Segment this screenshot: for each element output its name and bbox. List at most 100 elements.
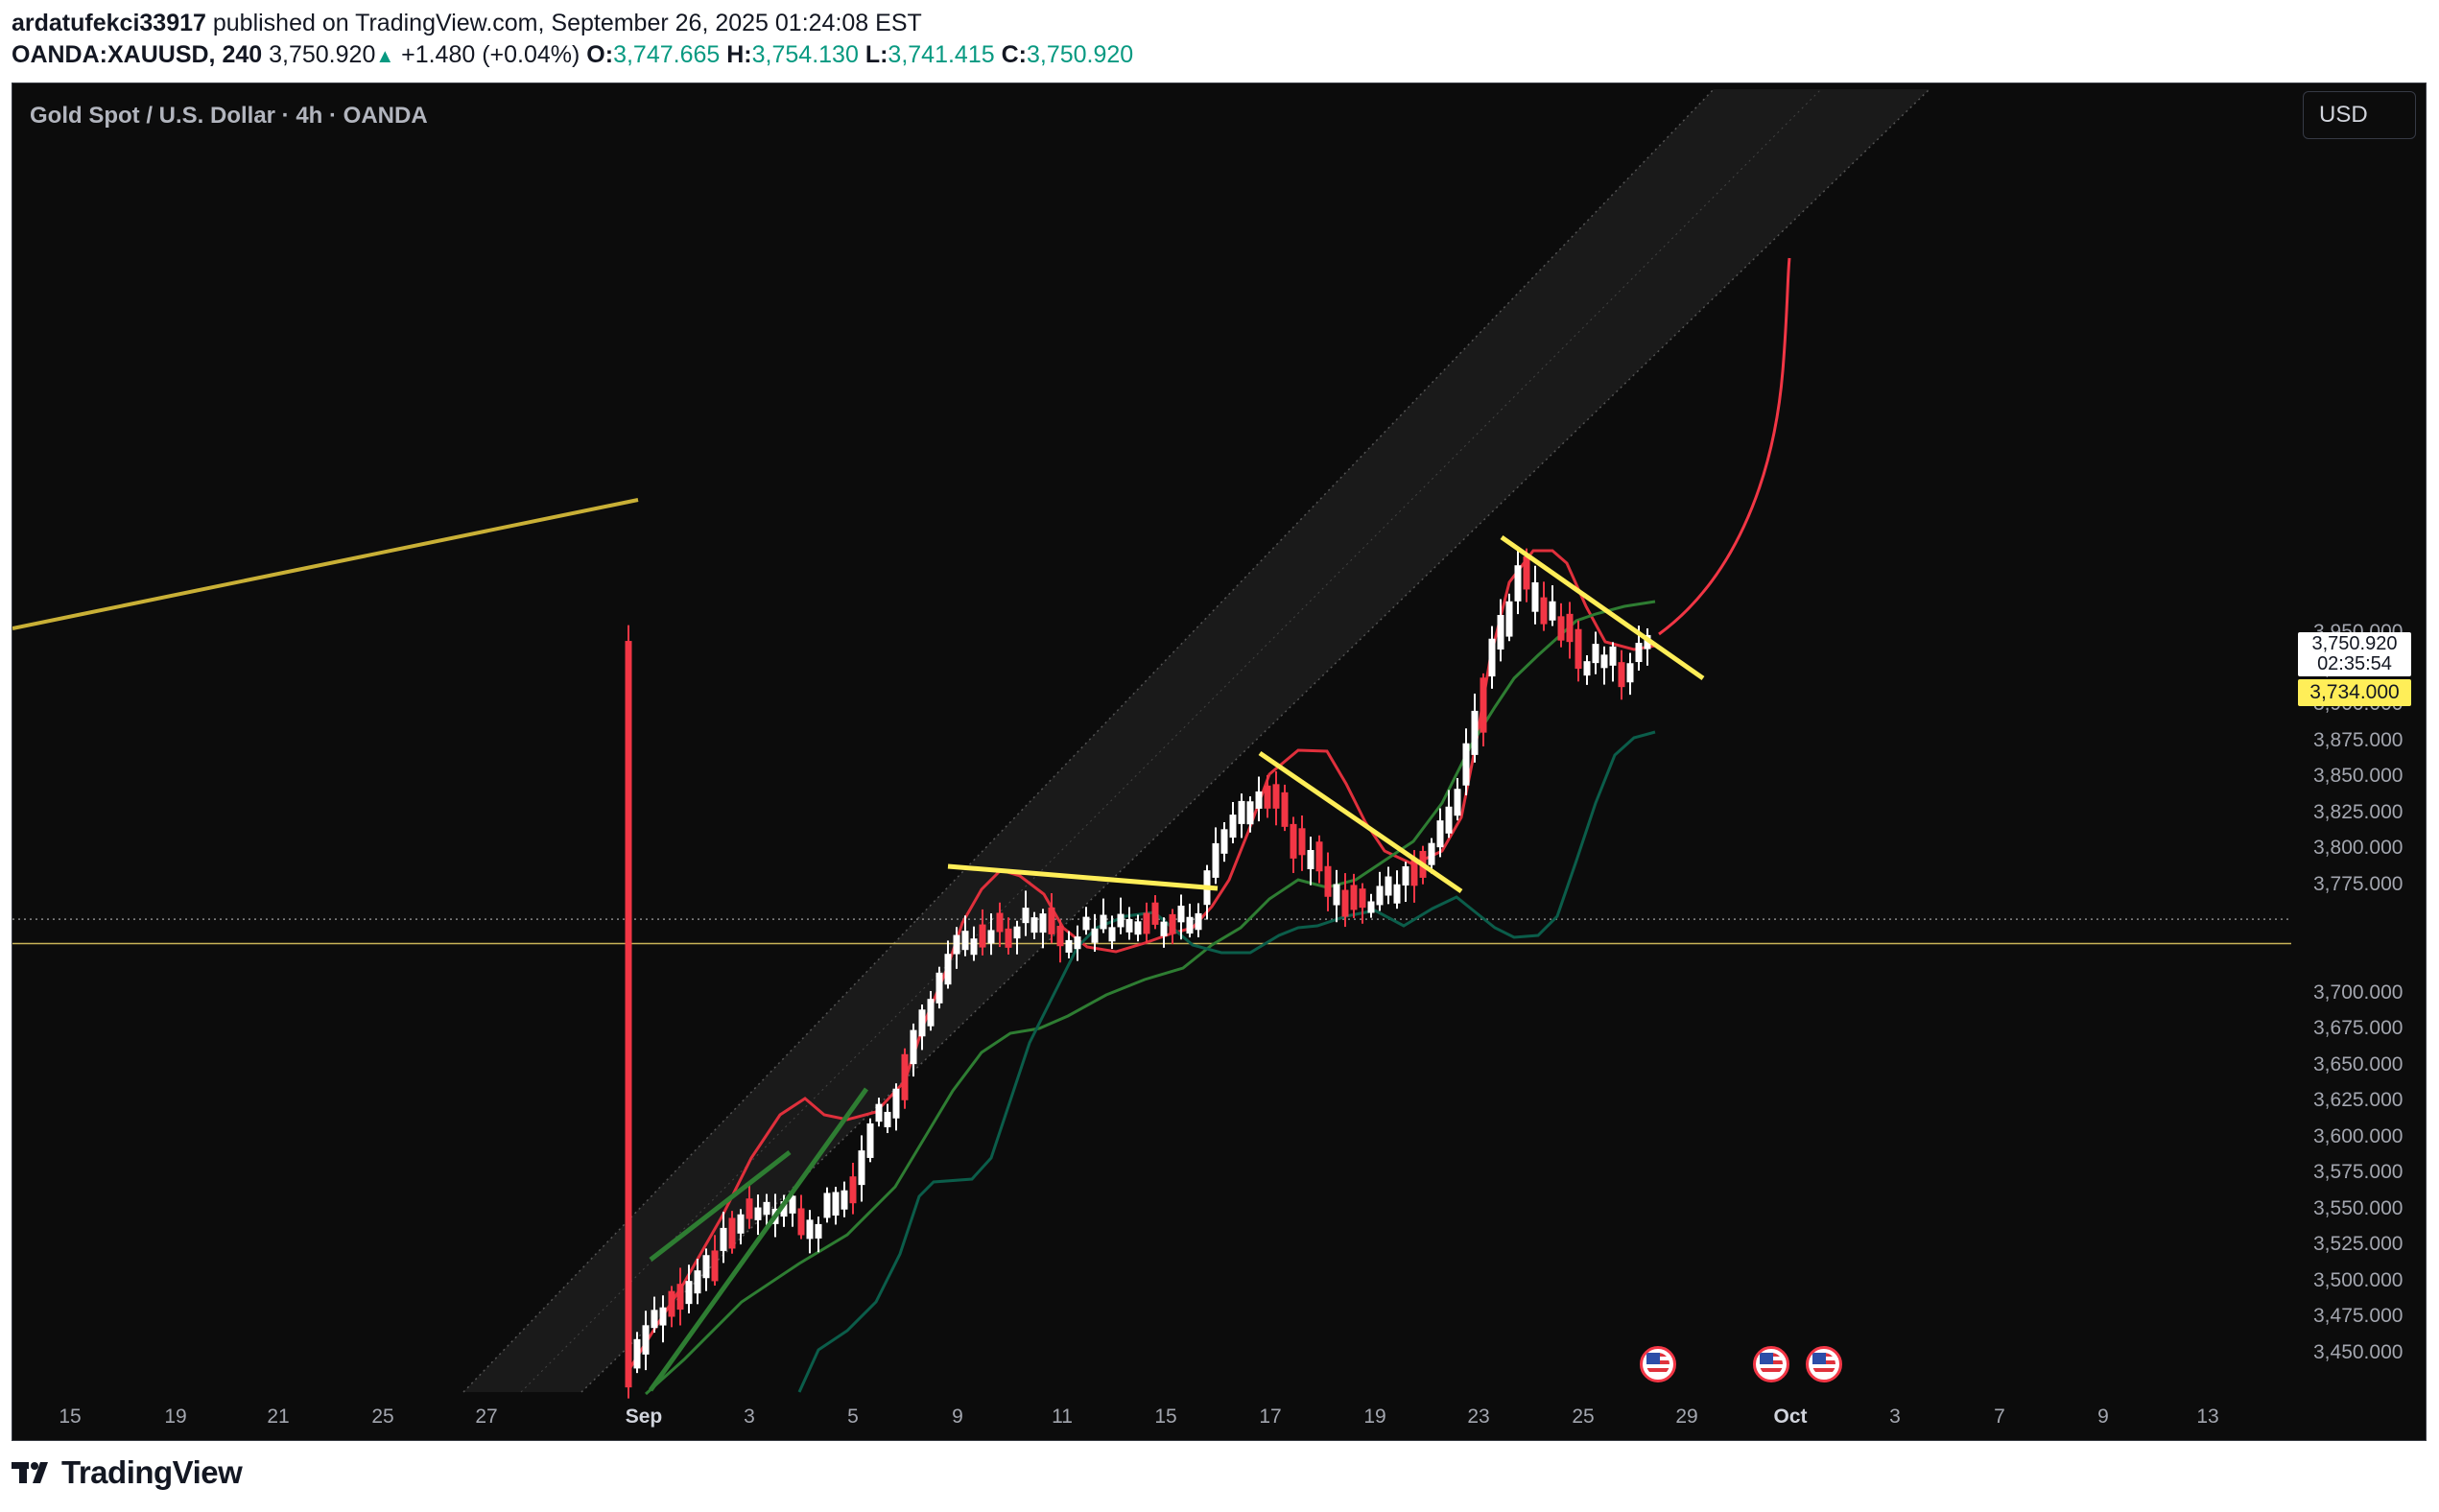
candle-up[interactable] (1134, 921, 1142, 935)
candle-up[interactable] (1488, 638, 1496, 677)
candle-up[interactable] (659, 1307, 667, 1326)
green-trendline-1[interactable] (649, 1150, 792, 1262)
candle-up[interactable] (918, 1009, 926, 1037)
candle-up[interactable] (1471, 710, 1479, 755)
candle-up[interactable] (927, 999, 935, 1027)
candle-up[interactable] (1549, 601, 1556, 621)
candle-down[interactable] (1540, 597, 1548, 625)
candle-down[interactable] (1350, 885, 1358, 910)
candle-up[interactable] (685, 1281, 693, 1305)
us-event-flag-icon[interactable] (1753, 1346, 1789, 1382)
candle-down[interactable] (1341, 889, 1349, 917)
upper-band-line[interactable] (625, 549, 1656, 1375)
candle-up[interactable] (694, 1270, 701, 1294)
candle-up[interactable] (1177, 906, 1185, 923)
candle-down[interactable] (901, 1053, 909, 1100)
candle-up[interactable] (1246, 801, 1254, 825)
candle-up[interactable] (1592, 644, 1599, 664)
candle-down[interactable] (797, 1208, 805, 1236)
flag-line-2[interactable] (1258, 750, 1463, 894)
candle-down[interactable] (1618, 662, 1625, 688)
candle-up[interactable] (1626, 663, 1634, 683)
candle-up[interactable] (763, 1201, 770, 1216)
candle-up[interactable] (1022, 908, 1030, 924)
candle-up[interactable] (1117, 913, 1125, 928)
candle-up[interactable] (987, 930, 995, 944)
candle-up[interactable] (875, 1103, 883, 1122)
candle-up[interactable] (1609, 646, 1617, 666)
candle-up[interactable] (1505, 601, 1513, 637)
candle-up[interactable] (1428, 842, 1435, 865)
candle-up[interactable] (1229, 815, 1237, 839)
candle-down[interactable] (711, 1250, 719, 1282)
candle-up[interactable] (1635, 643, 1643, 663)
candle-up[interactable] (1255, 791, 1263, 809)
candle-up[interactable] (866, 1122, 874, 1158)
long-trendline[interactable] (12, 498, 639, 630)
candle-up[interactable] (720, 1227, 727, 1251)
candle-up[interactable] (789, 1195, 796, 1214)
candle-up[interactable] (1333, 884, 1340, 906)
candle-up[interactable] (944, 954, 952, 985)
candle-up[interactable] (642, 1325, 650, 1355)
candle-down[interactable] (1324, 865, 1332, 897)
candle-up[interactable] (1082, 916, 1090, 931)
chart-panel[interactable]: Gold Spot / U.S. Dollar · 4h · OANDA USD… (12, 83, 2427, 1441)
currency-button[interactable]: USD (2303, 91, 2416, 139)
candle-up[interactable] (841, 1190, 848, 1210)
candle-up[interactable] (1030, 917, 1038, 933)
candle-down[interactable] (1048, 907, 1055, 934)
candle-up[interactable] (1091, 928, 1099, 943)
candle-up[interactable] (1376, 886, 1384, 906)
candle-up[interactable] (1385, 876, 1392, 896)
candle-down[interactable] (1264, 785, 1271, 809)
candle-down[interactable] (849, 1176, 857, 1204)
candle-up[interactable] (1160, 921, 1168, 936)
candle-up[interactable] (1125, 919, 1133, 933)
candle-up[interactable] (1367, 901, 1375, 913)
candle-down[interactable] (1281, 791, 1289, 827)
candle-down[interactable] (1575, 628, 1582, 670)
flag-line-3[interactable] (1500, 534, 1705, 681)
candle-down[interactable] (1523, 555, 1530, 590)
candle-down[interactable] (1298, 828, 1306, 856)
candle-up[interactable] (1238, 800, 1245, 824)
green-trendline-2[interactable] (648, 1087, 869, 1392)
candle-down[interactable] (979, 924, 986, 948)
candle-up[interactable] (1186, 916, 1194, 934)
candle-up[interactable] (1393, 884, 1401, 904)
tradingview-logo[interactable]: TradingView (12, 1454, 243, 1491)
candle-up[interactable] (651, 1310, 658, 1329)
candle-up[interactable] (1445, 806, 1453, 834)
candle-up[interactable] (780, 1201, 788, 1217)
candle-up[interactable] (1454, 789, 1461, 816)
candle-up[interactable] (892, 1088, 900, 1119)
candle-down[interactable] (1272, 784, 1280, 809)
candle-up[interactable] (1013, 926, 1021, 939)
candle-down[interactable] (1290, 823, 1297, 859)
candle-up[interactable] (970, 938, 978, 956)
publisher-name[interactable]: ardatufekci33917 (12, 10, 206, 36)
candle-up[interactable] (1600, 654, 1608, 669)
candle-down[interactable] (625, 641, 632, 1388)
candle-down[interactable] (1056, 926, 1064, 947)
candle-up[interactable] (1497, 614, 1504, 650)
candle-up[interactable] (1100, 914, 1107, 930)
candle-down[interactable] (1480, 677, 1487, 733)
lower-band-line[interactable] (797, 730, 1656, 1393)
candle-up[interactable] (633, 1338, 641, 1369)
candle-up[interactable] (858, 1150, 865, 1186)
candle-up[interactable] (832, 1192, 840, 1216)
candle-up[interactable] (1108, 927, 1116, 942)
candle-up[interactable] (823, 1193, 831, 1218)
candle-down[interactable] (1315, 841, 1323, 872)
us-event-flag-icon[interactable] (1640, 1346, 1676, 1382)
candle-up[interactable] (1462, 743, 1470, 786)
candle-up[interactable] (910, 1029, 917, 1065)
middle-band-line[interactable] (644, 600, 1656, 1396)
candle-up[interactable] (815, 1223, 822, 1239)
candle-up[interactable] (754, 1207, 762, 1220)
us-event-flag-icon[interactable] (1806, 1346, 1842, 1382)
candle-down[interactable] (1151, 902, 1159, 925)
candle-up[interactable] (702, 1255, 710, 1279)
